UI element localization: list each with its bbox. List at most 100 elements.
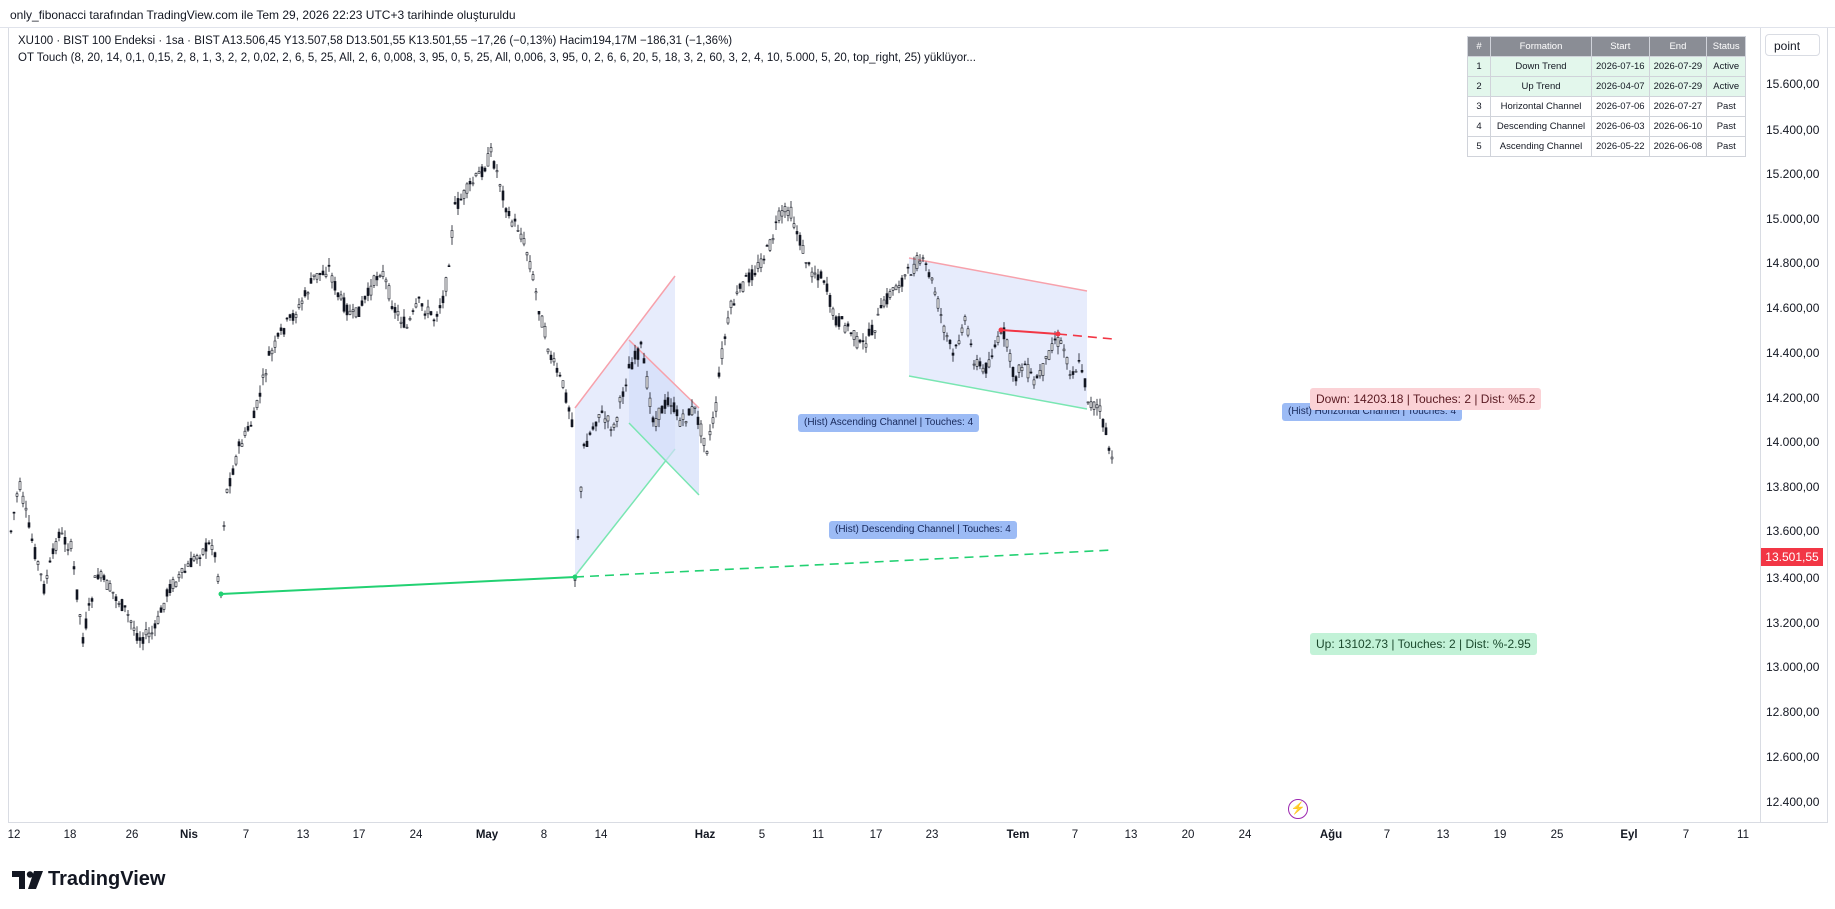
candle-body bbox=[492, 161, 496, 169]
candle-body bbox=[1035, 375, 1039, 379]
candle-body bbox=[687, 408, 691, 416]
candle-body bbox=[513, 218, 517, 222]
candle-body bbox=[948, 339, 952, 345]
candle-body bbox=[1071, 371, 1075, 375]
price-axis[interactable] bbox=[1760, 28, 1827, 822]
candle-body bbox=[144, 629, 148, 636]
candle-body bbox=[168, 583, 172, 593]
price-axis-label: 12.800,00 bbox=[1766, 705, 1820, 719]
time-axis-label: Eyl bbox=[1620, 829, 1638, 841]
candle-body bbox=[1077, 359, 1081, 362]
candle-body bbox=[447, 265, 451, 267]
candle-body bbox=[585, 440, 589, 448]
candle-body bbox=[288, 314, 292, 318]
candle-body bbox=[966, 328, 970, 336]
candle-body bbox=[819, 271, 823, 279]
chart-pane[interactable] bbox=[8, 28, 1828, 823]
candle-body bbox=[921, 257, 925, 260]
candle-body bbox=[561, 380, 565, 388]
candle-body bbox=[105, 580, 109, 590]
price-axis-label: 15.400,00 bbox=[1766, 123, 1820, 137]
candle-body bbox=[699, 423, 703, 437]
price-chart[interactable] bbox=[9, 28, 1761, 822]
candle-body bbox=[825, 283, 829, 292]
candle-body bbox=[195, 555, 199, 560]
candle-body bbox=[255, 400, 259, 408]
table-cell-end: 2026-07-29 bbox=[1648, 56, 1708, 77]
descending-channel-upper bbox=[628, 339, 700, 409]
candle-body bbox=[87, 603, 91, 606]
candle-body bbox=[627, 363, 631, 369]
candle-body bbox=[1068, 374, 1072, 376]
candle-body bbox=[549, 354, 553, 361]
candle-body bbox=[204, 542, 208, 552]
candle-body bbox=[555, 367, 559, 373]
candle-body bbox=[240, 443, 244, 447]
candle-body bbox=[282, 328, 286, 335]
candle-body bbox=[660, 405, 664, 414]
candle-body bbox=[960, 327, 964, 333]
table-cell-formation: Up Trend bbox=[1490, 76, 1592, 97]
candle-body bbox=[840, 316, 844, 320]
time-axis-label: 11 bbox=[812, 829, 824, 841]
candle-body bbox=[810, 271, 814, 278]
price-unit-button[interactable]: point bbox=[1765, 34, 1820, 56]
candle-body bbox=[1053, 338, 1057, 341]
candle-body bbox=[294, 314, 298, 318]
candle-body bbox=[570, 419, 574, 428]
indicator-legend[interactable]: OT Touch (8, 20, 14, 0,1, 0,15, 2, 8, 1,… bbox=[18, 52, 976, 64]
candle-body bbox=[234, 456, 238, 465]
candle-body bbox=[987, 359, 991, 368]
candle-body bbox=[756, 262, 760, 269]
candle-body bbox=[114, 596, 118, 602]
candle-body bbox=[228, 478, 232, 487]
candle-body bbox=[495, 170, 499, 173]
table-row: 5 Ascending Channel 2026-05-22 2026-06-08 Pa… bbox=[1467, 136, 1747, 157]
candle-body bbox=[582, 443, 586, 447]
candle-body bbox=[765, 245, 769, 247]
candle-body bbox=[1026, 364, 1030, 379]
candle-body bbox=[54, 541, 58, 551]
candle-body bbox=[117, 602, 121, 605]
candle-body bbox=[834, 316, 838, 326]
candle-body bbox=[1050, 343, 1054, 351]
candle-body bbox=[120, 599, 124, 612]
time-axis-label: Ağu bbox=[1319, 829, 1343, 841]
time-axis-label: 12 bbox=[7, 829, 21, 841]
candle-body bbox=[507, 211, 511, 217]
table-row: 3 Horizontal Channel 2026-07-06 2026-07-27 P… bbox=[1467, 96, 1747, 117]
candle-body bbox=[1086, 401, 1090, 404]
price-axis-label: 15.000,00 bbox=[1766, 212, 1820, 226]
flash-icon[interactable]: ⚡ bbox=[1288, 799, 1308, 819]
candle-body bbox=[969, 343, 973, 346]
candle-body bbox=[612, 423, 616, 428]
candle-body bbox=[150, 632, 154, 635]
up-trend-touch bbox=[572, 574, 578, 580]
table-cell-n: 1 bbox=[1467, 56, 1491, 77]
table-cell-end: 2026-07-29 bbox=[1648, 76, 1708, 97]
candle-body bbox=[609, 429, 613, 431]
candle-body bbox=[504, 208, 508, 213]
candle-body bbox=[354, 307, 358, 318]
candle-body bbox=[201, 548, 205, 555]
candle-body bbox=[477, 171, 481, 174]
candle-body bbox=[741, 281, 745, 292]
candle-body bbox=[936, 298, 940, 309]
symbol-legend[interactable]: XU100 · BIST 100 Endeksi · 1sa · BIST A1… bbox=[18, 35, 733, 47]
candle-body bbox=[252, 410, 256, 419]
candle-body bbox=[456, 198, 460, 209]
table-header: # bbox=[1467, 36, 1491, 57]
candle-body bbox=[1023, 363, 1027, 366]
candle-body bbox=[780, 210, 784, 217]
table-cell-start: 2026-04-07 bbox=[1591, 76, 1650, 97]
ascending-channel-label: (Hist) Ascending Channel | Touches: 4 bbox=[798, 414, 980, 432]
candle-body bbox=[1038, 369, 1042, 377]
time-axis-label: 26 bbox=[125, 829, 139, 841]
candle-body bbox=[978, 361, 982, 367]
descending-channel-lower bbox=[628, 422, 700, 496]
candle-body bbox=[18, 481, 22, 491]
ascending-channel-fill bbox=[575, 276, 675, 576]
footer: TradingView bbox=[0, 866, 1835, 909]
candle-body bbox=[906, 266, 910, 269]
candle-body bbox=[171, 579, 175, 589]
